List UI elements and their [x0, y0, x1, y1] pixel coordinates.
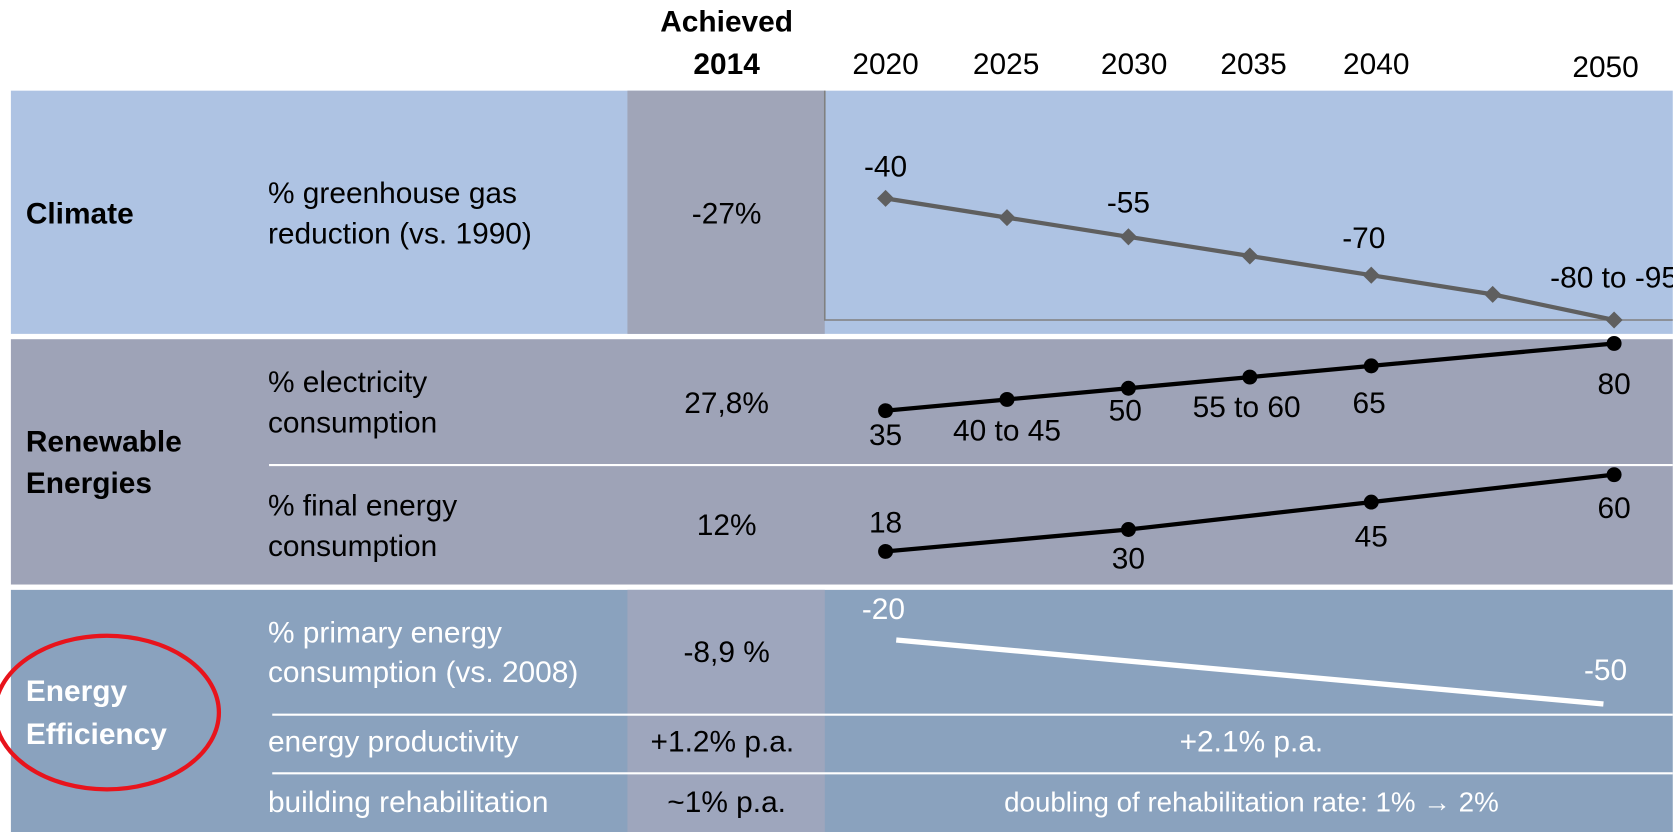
achieved-value: 12% — [697, 509, 757, 542]
year: 2020 — [852, 48, 918, 81]
target-text: +2.1% p.a. — [1180, 725, 1324, 758]
year: 2030 — [1101, 48, 1167, 81]
group-name: Energies — [26, 467, 152, 500]
target-label: 50 — [1109, 395, 1142, 428]
indicator: % final energy — [268, 490, 457, 523]
year: 2025 — [973, 48, 1039, 81]
indicator: consumption (vs. 2008) — [268, 656, 578, 689]
achieved-value: -8,9 % — [683, 636, 769, 669]
target-label: 35 — [869, 419, 902, 452]
target-point — [878, 403, 894, 419]
indicator: % electricity — [268, 366, 427, 399]
achieved-value: -27% — [692, 197, 762, 230]
climate-band — [10, 90, 1673, 334]
target-point — [1119, 228, 1137, 246]
target-label: -70 — [1342, 222, 1385, 255]
target-label: 55 to 60 — [1193, 391, 1301, 424]
target-point — [1606, 467, 1622, 483]
efficiency-band — [10, 589, 1673, 832]
target-label: 40 to 45 — [953, 414, 1061, 447]
target-point — [1120, 522, 1136, 537]
achieved-value: +1.2% p.a. — [651, 725, 795, 758]
target-label: 30 — [1112, 542, 1145, 575]
indicator: consumption — [268, 530, 437, 563]
group-name: Energy — [26, 675, 128, 708]
target-text: doubling of rehabilitation rate: 1% → 2% — [1004, 787, 1499, 818]
renewable-band — [10, 339, 1673, 585]
achieved-column — [627, 589, 825, 832]
indicator: building rehabilitation — [268, 786, 549, 819]
header: 2014 — [693, 48, 760, 81]
chart-frame — [823, 90, 1673, 321]
target-label: 18 — [869, 507, 902, 540]
indicator: reduction (vs. 1990) — [268, 218, 532, 251]
indicator: % greenhouse gas — [268, 177, 517, 210]
target-label: -55 — [1107, 187, 1150, 220]
group-name: Efficiency — [26, 718, 167, 751]
target-label: 60 — [1597, 492, 1630, 525]
target-line — [885, 472, 1615, 554]
target-label: 80 — [1597, 368, 1630, 401]
group-name: Climate — [26, 197, 134, 230]
target-label: 65 — [1353, 387, 1386, 420]
target-point — [999, 392, 1015, 407]
target-label: -20 — [862, 593, 905, 626]
target-point — [1484, 285, 1502, 303]
indicator: consumption — [268, 406, 437, 439]
target-point — [1120, 380, 1136, 396]
target-line — [885, 341, 1615, 413]
group-name: Renewable — [26, 426, 182, 459]
target-point — [1363, 358, 1379, 374]
target-point — [1242, 369, 1258, 385]
header: Achieved — [660, 5, 793, 38]
achieved-value: ~1% p.a. — [667, 786, 786, 819]
indicator: energy productivity — [268, 725, 519, 758]
target-point — [878, 544, 894, 559]
achieved-column — [627, 90, 825, 334]
target-point — [877, 189, 895, 207]
target-label: -40 — [864, 150, 907, 183]
highlight-circle — [0, 633, 221, 792]
year: 2040 — [1343, 48, 1409, 81]
achieved-value: 27,8% — [684, 387, 769, 420]
year: 2050 — [1572, 51, 1638, 84]
target-point — [1363, 494, 1379, 510]
target-label: 45 — [1355, 520, 1388, 553]
target-point — [1606, 336, 1622, 351]
target-label: -80 to -95 — [1550, 261, 1673, 294]
indicator: % primary energy — [268, 617, 502, 650]
year: 2035 — [1220, 48, 1286, 81]
target-line — [895, 637, 1604, 707]
target-label: -50 — [1584, 654, 1627, 687]
